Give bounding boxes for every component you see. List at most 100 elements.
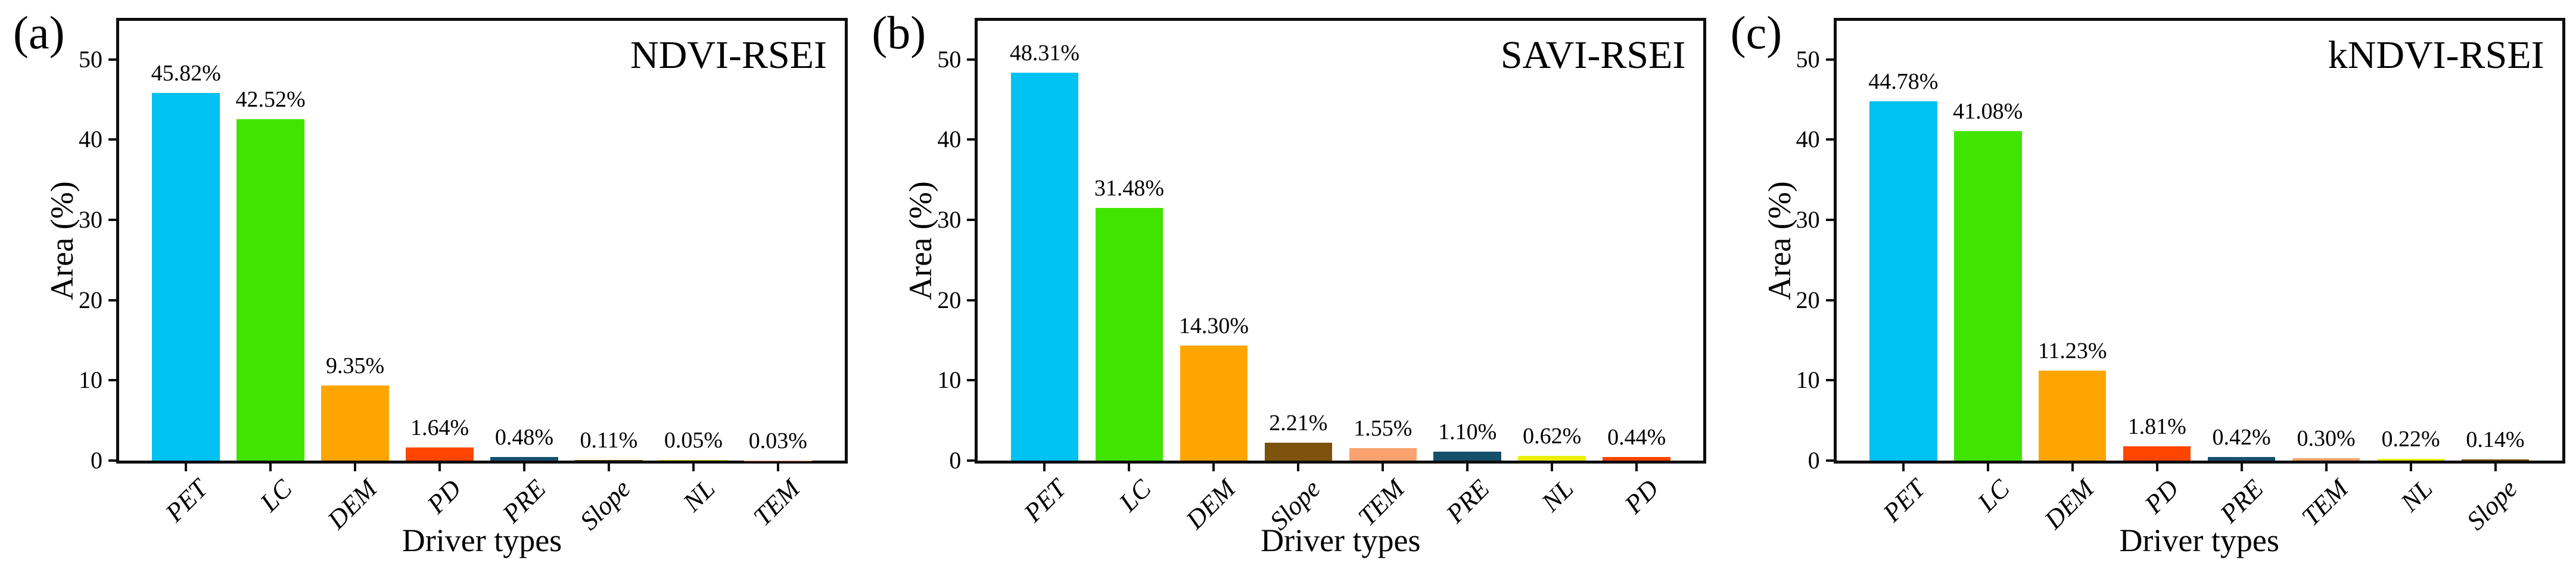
x-tick-label: NL [677, 474, 721, 518]
bar-PET [1869, 101, 1937, 461]
x-tick-label: PD [2139, 474, 2185, 520]
y-axis-label: Area (%) [44, 181, 80, 300]
y-tick [1825, 218, 1834, 221]
panel-title: kNDVI-RSEI [2328, 33, 2544, 77]
x-tick [2494, 464, 2497, 471]
x-tick-label: PRE [1440, 474, 1495, 529]
bar-value-label: 9.35% [325, 353, 385, 379]
y-tick [967, 218, 975, 221]
y-tick-label: 10 [79, 366, 102, 394]
bar-NL [2376, 459, 2445, 461]
bar-PRE [1433, 452, 1502, 461]
bar-NL [1518, 455, 1586, 461]
x-tick-label: PRE [2214, 474, 2269, 529]
bar-value-label: 0.62% [1523, 423, 1582, 449]
x-tick [1043, 464, 1046, 471]
bar-value-label: 31.48% [1094, 176, 1164, 201]
plot-box [1833, 18, 2565, 464]
bar-DEM [2038, 370, 2107, 461]
x-tick-label: NL [2394, 474, 2438, 518]
x-tick [1212, 464, 1215, 471]
bar-LC [1953, 130, 2022, 461]
y-tick [108, 379, 116, 382]
bar-value-label: 0.42% [2212, 425, 2271, 450]
bar-value-label: 1.64% [410, 415, 469, 440]
y-tick-label: 50 [1796, 45, 1820, 73]
bar-value-label: 45.82% [151, 60, 221, 86]
y-tick-label: 20 [937, 286, 962, 313]
panel-title: NDVI-RSEI [630, 33, 827, 77]
x-tick [1551, 464, 1554, 471]
bar-value-label: 48.31% [1009, 41, 1080, 66]
bar-value-label: 1.55% [1354, 416, 1413, 442]
x-tick [607, 464, 610, 471]
x-tick [776, 464, 779, 471]
bar-TEM [1349, 448, 1417, 461]
panel-a: (a) 0 10 20 30 40 50 Area (%) 45.82% PET 42.52% LC 9… [0, 0, 858, 572]
y-tick [108, 299, 116, 301]
y-tick [1825, 299, 1834, 301]
y-tick-label: 30 [937, 206, 962, 233]
y-tick-label: 0 [949, 447, 962, 474]
x-tick [1902, 464, 1905, 471]
x-tick [185, 464, 188, 471]
x-axis-label: Driver types [1261, 523, 1421, 558]
bar-value-label: 0.44% [1607, 425, 1666, 450]
y-tick-label: 10 [937, 366, 962, 394]
bar-value-label: 41.08% [1953, 98, 2023, 124]
bar-value-label: 0.22% [2381, 427, 2440, 452]
bar-NL [659, 460, 727, 461]
x-tick [269, 464, 272, 471]
bar-value-label: 0.14% [2466, 427, 2525, 453]
x-tick [2409, 464, 2412, 471]
x-tick [1466, 464, 1469, 471]
bar-DEM [1180, 346, 1248, 461]
x-tick [438, 464, 441, 471]
x-tick [2240, 464, 2243, 471]
y-tick-label: 0 [1807, 447, 1820, 474]
x-tick [692, 464, 695, 471]
bar-value-label: 0.05% [664, 428, 723, 453]
x-tick [1986, 464, 1989, 471]
x-tick [354, 464, 357, 471]
bar-value-label: 0.03% [748, 428, 807, 453]
y-tick-label: 20 [1796, 286, 1820, 313]
y-tick [1825, 58, 1834, 61]
bar-value-label: 2.21% [1269, 411, 1328, 436]
x-tick [1382, 464, 1385, 471]
plot-box [975, 18, 1707, 464]
x-axis-label: Driver types [2119, 523, 2279, 558]
y-tick-label: 50 [937, 45, 962, 73]
x-axis-label: Driver types [402, 523, 562, 558]
panel-letter: (b) [872, 7, 926, 58]
x-tick [522, 464, 525, 471]
panel-letter: (c) [1730, 7, 1782, 58]
bar-value-label: 0.48% [494, 424, 554, 450]
y-tick [1825, 459, 1834, 462]
y-tick-label: 40 [1796, 126, 1820, 153]
y-tick [967, 379, 975, 382]
y-tick-label: 50 [79, 45, 102, 73]
bar-PRE [2207, 457, 2276, 461]
y-tick [108, 459, 116, 462]
bar-value-label: 0.11% [580, 427, 638, 453]
bar-PD [1603, 457, 1670, 461]
bar-value-label: 1.81% [2127, 414, 2186, 439]
bar-value-label: 0.30% [2297, 425, 2356, 451]
y-tick-label: 30 [79, 206, 102, 233]
x-tick [2155, 464, 2158, 471]
x-tick-label: LC [1113, 474, 1157, 518]
bar-DEM [321, 386, 389, 461]
bar-Slope [575, 459, 643, 461]
x-tick-label: PET [1877, 474, 1931, 528]
y-tick-label: 40 [79, 126, 102, 153]
panel-letter: (a) [13, 7, 65, 58]
plot-box [116, 18, 848, 464]
y-axis-label: Area (%) [903, 181, 939, 300]
y-tick-label: 40 [937, 126, 962, 153]
x-tick-label: LC [254, 474, 298, 518]
y-tick [1825, 138, 1834, 141]
y-tick [967, 299, 975, 301]
x-tick [2071, 464, 2074, 471]
